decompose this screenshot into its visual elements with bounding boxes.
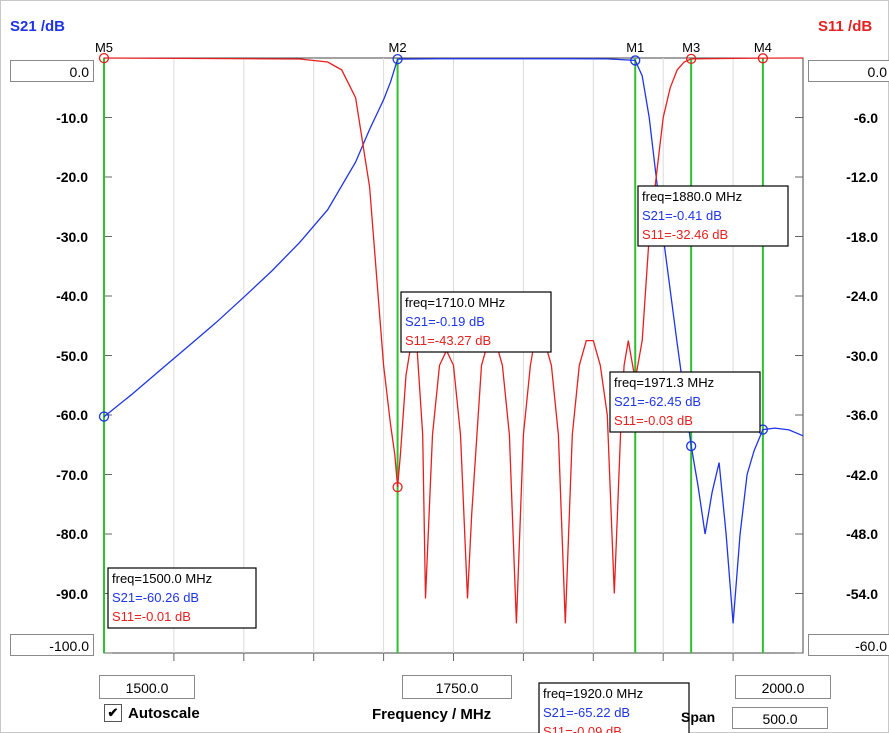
right-ymin-input[interactable]: -60.0 [808,634,889,656]
span-label: Span [681,709,716,725]
left-tick-label: -60.0 [56,407,88,423]
annotation-line: freq=1710.0 MHz [405,295,505,310]
left-tick-label: -80.0 [56,526,88,542]
left-tick-label: -10.0 [56,109,88,126]
series-s21 [103,58,804,624]
marker-point-s21-m3 [686,440,697,452]
marker-label-m3: M3 [682,40,700,55]
x-end-input[interactable]: 2000.0 [735,675,831,699]
annotation-line: freq=1880.0 MHz [642,189,742,204]
right-tick-label: -36.0 [846,407,878,423]
right-tick-label: -48.0 [846,526,878,542]
annotation-box [538,682,690,733]
left-tick-label: -40.0 [56,288,88,304]
marker-point-s11-m3 [686,53,697,65]
right-tick-label: -12.0 [846,169,878,185]
annotation-line: S21=-60.26 dB [112,590,199,605]
annotation-m4: freq=1971.3 MHz S21=-62.45 dB S11=-0.03 dB [609,371,761,433]
marker-point-s21-m2 [392,53,403,65]
marker-label-m4: M4 [754,40,772,55]
autoscale-label: Autoscale [128,704,200,722]
annotation-m5: freq=1500.0 MHz S21=-60.26 dB S11=-0.01 dB [107,567,257,629]
left-ymin-input[interactable]: -100.0 [10,634,94,656]
left-tick-label: -70.0 [56,466,88,483]
annotation-line: S21=-65.22 dB [543,705,630,720]
right-tick-label: -18.0 [846,228,878,245]
marker-point-s11-m2 [392,481,403,493]
marker-point-s21-m5 [98,411,110,422]
marker-label-m5: M5 [95,40,113,55]
autoscale-control[interactable]: ✔ Autoscale [104,704,200,722]
x-axis-label: Frequency / MHz [372,706,492,723]
left-axis-title: S21 /dB [10,18,66,35]
annotation-line: S11=-32.46 dB [642,227,728,242]
right-tick-label: -6.0 [853,109,878,126]
left-tick-label: -20.0 [56,169,88,185]
annotation-line: S11=-0.09 dB [543,724,622,733]
marker-label-m2: M2 [389,40,407,55]
right-ymax-input[interactable]: 0.0 [808,60,889,82]
right-tick-label: -30.0 [846,347,878,364]
span-input[interactable]: 500.0 [732,707,828,729]
marker-point-s11-m4 [757,53,769,64]
annotation-m2: freq=1710.0 MHz S21=-0.19 dB S11=-43.27 dB [400,291,552,353]
annotation-line: S11=-0.01 dB [112,609,191,624]
autoscale-checkbox[interactable]: ✔ [104,704,122,722]
annotation-line: S11=-43.27 dB [405,333,491,348]
right-tick-label: -54.0 [846,585,878,602]
x-start-input[interactable]: 1500.0 [99,675,195,699]
annotation-m3: freq=1920.0 MHz S21=-65.22 dB S11=-0.09 dB [538,682,690,733]
annotation-box [107,567,257,629]
annotation-line: S11=-0.03 dB [614,413,693,428]
annotation-line: freq=1500.0 MHz [112,571,212,586]
x-center-input[interactable]: 1750.0 [402,675,512,699]
annotation-line: S21=-62.45 dB [614,394,701,409]
annotation-line: S21=-0.41 dB [642,208,722,223]
annotation-line: S21=-0.19 dB [405,314,485,329]
marker-point-s11-m5 [98,52,110,64]
annotation-box [609,371,761,433]
left-tick-label: -50.0 [56,347,88,364]
left-tick-label: -90.0 [56,585,88,602]
annotation-line: freq=1971.3 MHz [614,375,714,390]
right-axis-title: S11 /dB [818,18,873,35]
left-ymax-input[interactable]: 0.0 [10,60,94,82]
right-tick-label: -42.0 [846,466,878,483]
annotation-box [400,291,552,353]
left-tick-label: -30.0 [56,228,88,245]
series-s11 [103,57,804,624]
annotation-m1: freq=1880.0 MHz S21=-0.41 dB S11=-32.46 dB [637,185,789,247]
annotation-line: freq=1920.0 MHz [543,686,643,701]
right-tick-label: -24.0 [846,288,878,304]
marker-label-m1: M1 [626,40,644,55]
marker-point-s21-m1 [630,55,641,66]
annotation-box [637,185,789,247]
